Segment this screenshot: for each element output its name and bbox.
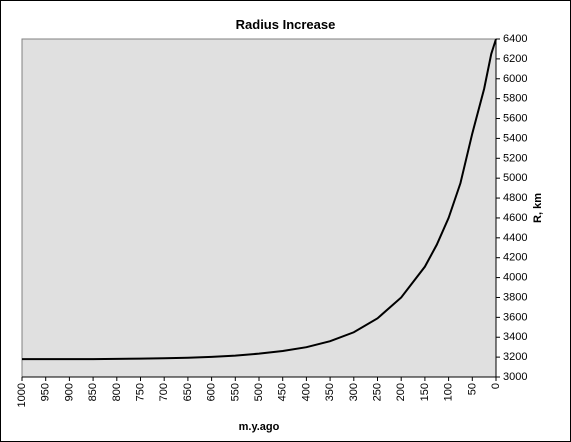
y-tick-label: 5000: [503, 172, 527, 184]
series-line: [22, 38, 497, 361]
x-tick-label: 600: [206, 383, 218, 401]
y-tick-label: 3200: [503, 351, 527, 363]
y-tick-label: 3000: [503, 371, 527, 383]
y-axis: 3000 3200 3400 3600 3800 4000 4200 4400 4600 4800…: [495, 33, 527, 383]
x-tick-label: 1000: [16, 383, 28, 407]
x-tick-label: 50: [466, 383, 478, 395]
y-tick-label: 5800: [503, 93, 527, 105]
chart-title: Radius Increase: [235, 17, 336, 32]
y-tick-label: 5400: [503, 132, 527, 144]
x-tick-label: 750: [135, 383, 147, 401]
x-axis: 1000 950 900 850 800 750 700 650 600 550 500 450 400…: [16, 376, 502, 407]
x-tick-label: 150: [419, 383, 431, 401]
x-tick-label: 950: [40, 383, 52, 401]
y-tick-label: 4400: [503, 232, 527, 244]
x-tick-label: 550: [229, 383, 241, 401]
y-tick-label: 3800: [503, 291, 527, 303]
y-tick-label: 3400: [503, 331, 527, 343]
x-tick-label: 350: [324, 383, 336, 401]
x-tick-label: 450: [277, 383, 289, 401]
x-tick-label: 400: [300, 383, 312, 401]
y-axis-title: R, km: [532, 193, 544, 223]
y-tick-label: 6000: [503, 73, 527, 85]
x-tick-label: 300: [348, 383, 360, 401]
y-tick-label: 3600: [503, 311, 527, 323]
y-tick-label: 4200: [503, 252, 527, 264]
x-tick-label: 250: [372, 383, 384, 401]
y-tick-label: 4600: [503, 212, 527, 224]
y-tick-label: 4800: [503, 192, 527, 204]
y-tick-label: 4000: [503, 272, 527, 284]
x-tick-label: 900: [63, 383, 75, 401]
y-tick-label: 5600: [503, 113, 527, 125]
y-tick-label: 6200: [503, 53, 527, 65]
x-tick-label: 500: [253, 383, 265, 401]
x-tick-label: 850: [87, 383, 99, 401]
plot-area: [21, 38, 497, 378]
x-tick-label: 700: [158, 383, 170, 401]
x-tick-label: 100: [443, 383, 455, 401]
x-tick-label: 800: [111, 383, 123, 401]
x-tick-label: 0: [490, 383, 502, 389]
y-tick-label: 6400: [503, 33, 527, 45]
y-tick-label: 5200: [503, 152, 527, 164]
x-axis-title: m.y.ago: [239, 421, 280, 433]
x-tick-label: 650: [182, 383, 194, 401]
x-tick-label: 200: [395, 383, 407, 401]
